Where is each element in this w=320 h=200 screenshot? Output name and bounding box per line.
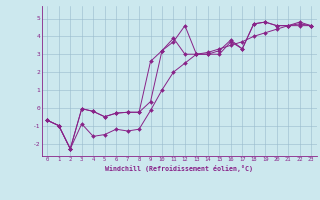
X-axis label: Windchill (Refroidissement éolien,°C): Windchill (Refroidissement éolien,°C) [105,165,253,172]
